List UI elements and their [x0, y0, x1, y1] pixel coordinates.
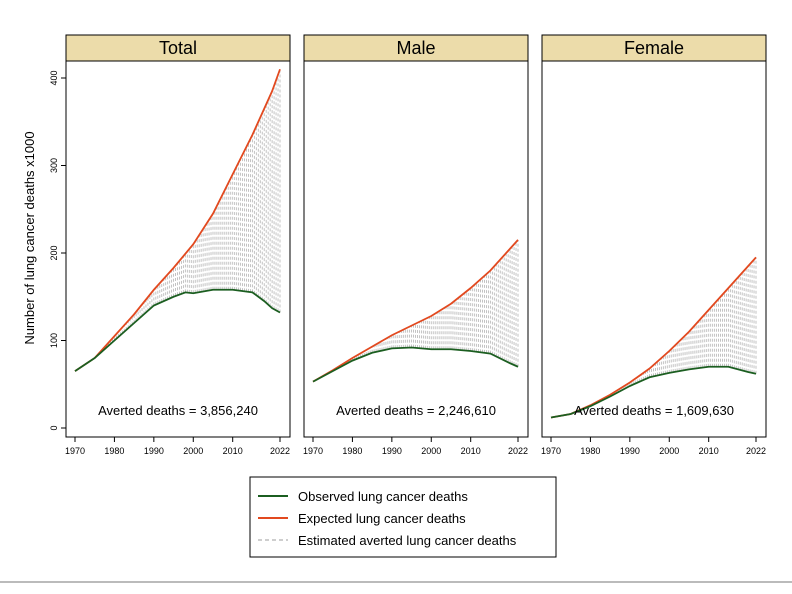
averted-annotation: Averted deaths = 2,246,610	[336, 403, 496, 418]
x-tick-label: 1990	[144, 446, 164, 456]
x-tick-label: 2000	[659, 446, 679, 456]
panel-total: Total Averted deaths = 3,856,240 1970 1980 1…	[49, 34, 291, 456]
panel-title: Female	[624, 38, 684, 58]
y-tick-label: 0	[49, 425, 59, 430]
y-tick-label: 300	[49, 158, 59, 173]
x-tick-label: 2010	[461, 446, 481, 456]
panel-strip	[541, 34, 767, 62]
plot-frame	[65, 60, 291, 438]
x-tick-label: 2022	[508, 446, 528, 456]
legend-observed-label: Observed lung cancer deaths	[298, 489, 468, 504]
panel-female: Female Averted deaths = 1,609,630 1970 1980…	[541, 34, 767, 456]
x-tick-label: 1980	[342, 446, 362, 456]
observed-line	[550, 365, 757, 419]
legend-box	[249, 476, 557, 558]
averted-annotation: Averted deaths = 1,609,630	[574, 403, 734, 418]
legend-expected-label: Expected lung cancer deaths	[298, 511, 466, 526]
legend: Observed lung cancer deaths Expected lun…	[249, 476, 557, 558]
x-tick-label: 1970	[303, 446, 323, 456]
panel-strip	[65, 34, 291, 62]
legend-averted-label: Estimated averted lung cancer deaths	[298, 533, 517, 548]
expected-line	[312, 239, 519, 383]
panel-male: Male Averted deaths = 2,246,610 1970 1980 19…	[303, 34, 529, 456]
observed-line	[74, 288, 281, 372]
averted-annotation: Averted deaths = 3,856,240	[98, 403, 258, 418]
x-tick-label: 2022	[746, 446, 766, 456]
x-tick-label: 2010	[699, 446, 719, 456]
observed-line	[312, 346, 519, 383]
x-tick-label: 2000	[421, 446, 441, 456]
y-tick-label: 400	[49, 70, 59, 85]
panel-title: Male	[396, 38, 435, 58]
x-tick-label: 2000	[183, 446, 203, 456]
panels: Total Averted deaths = 3,856,240 1970 1980 1…	[49, 34, 767, 456]
averted-lines	[98, 69, 281, 355]
y-tick-label: 100	[49, 333, 59, 348]
x-tick-label: 1970	[65, 446, 85, 456]
x-tick-label: 2010	[223, 446, 243, 456]
y-tick-label: 200	[49, 245, 59, 260]
expected-line	[74, 68, 281, 372]
averted-lines	[332, 239, 519, 372]
x-tick-label: 1990	[382, 446, 402, 456]
plot-frame	[541, 60, 767, 438]
x-tick-label: 1980	[104, 446, 124, 456]
x-tick-label: 2022	[270, 446, 290, 456]
x-tick-label: 1990	[620, 446, 640, 456]
y-axis-label: Number of lung cancer deaths x1000	[22, 131, 37, 344]
panel-title: Total	[159, 38, 197, 58]
plot-frame	[303, 60, 529, 438]
x-tick-label: 1970	[541, 446, 561, 456]
x-tick-label: 1980	[580, 446, 600, 456]
